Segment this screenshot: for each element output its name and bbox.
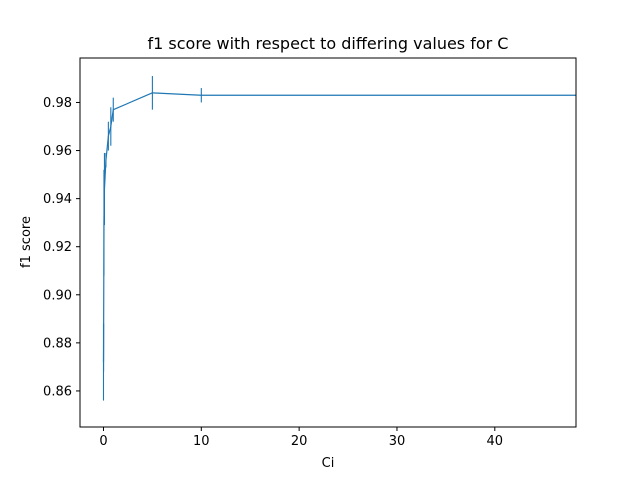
y-tick-label: 0.98 xyxy=(43,96,72,111)
y-axis-label: f1 score xyxy=(19,216,34,268)
x-tick-label: 40 xyxy=(487,434,504,449)
x-tick-label: 10 xyxy=(193,434,210,449)
series-group xyxy=(102,76,576,401)
y-tick-label: 0.86 xyxy=(43,384,72,399)
y-tick-label: 0.94 xyxy=(43,192,72,207)
y-tick-label: 0.92 xyxy=(43,240,72,255)
axes-frame xyxy=(79,57,577,428)
series-line xyxy=(102,92,576,363)
y-tick-label: 0.90 xyxy=(43,288,72,303)
x-tick-label: 20 xyxy=(291,434,308,449)
plot-area xyxy=(79,57,577,428)
y-axis: 0.86 0.88 0.90 0.92 0.94 0.96 0.98 xyxy=(43,96,80,399)
x-tick-label: 0 xyxy=(99,434,107,449)
y-tick-label: 0.96 xyxy=(43,144,72,159)
chart-title: f1 score with respect to differing value… xyxy=(148,34,509,53)
x-axis-label: Ci xyxy=(322,456,335,471)
y-tick-label: 0.88 xyxy=(43,336,72,351)
x-axis: 0 10 20 30 40 xyxy=(99,427,503,449)
x-tick-label: 30 xyxy=(389,434,406,449)
